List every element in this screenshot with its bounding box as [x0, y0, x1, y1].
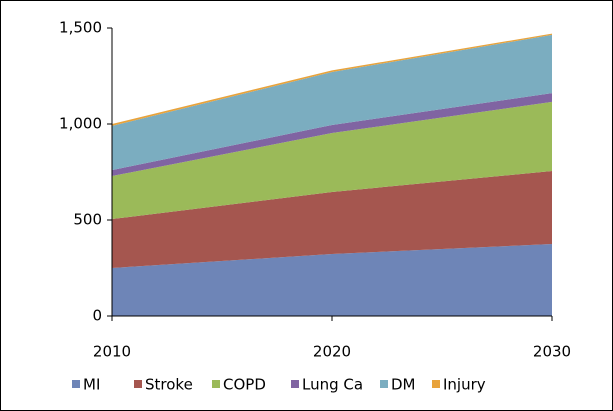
legend-label: Injury	[443, 376, 486, 394]
x-tick-label: 2020	[313, 343, 351, 361]
legend-swatch	[72, 380, 80, 388]
legend-swatch	[432, 380, 440, 388]
legend-swatch	[212, 380, 220, 388]
legend-label: DM	[391, 376, 416, 394]
area	[112, 34, 552, 171]
y-tick-label: 500	[73, 211, 102, 229]
x-tick-label: 2030	[533, 343, 571, 361]
legend-label: Stroke	[145, 376, 193, 394]
legend-label: COPD	[223, 376, 266, 394]
y-tick-label: 0	[92, 307, 102, 325]
legend-label: Lung Ca	[302, 376, 363, 394]
x-tick-label: 2010	[93, 343, 131, 361]
area	[112, 244, 552, 316]
area	[112, 171, 552, 268]
y-tick-label: 1,500	[59, 19, 102, 37]
legend-swatch	[134, 380, 142, 388]
area	[112, 101, 552, 220]
legend-swatch	[380, 380, 388, 388]
legend-label: MI	[83, 376, 100, 394]
y-tick-label: 1,000	[59, 115, 102, 133]
area	[112, 93, 552, 177]
legend-swatch	[291, 380, 299, 388]
